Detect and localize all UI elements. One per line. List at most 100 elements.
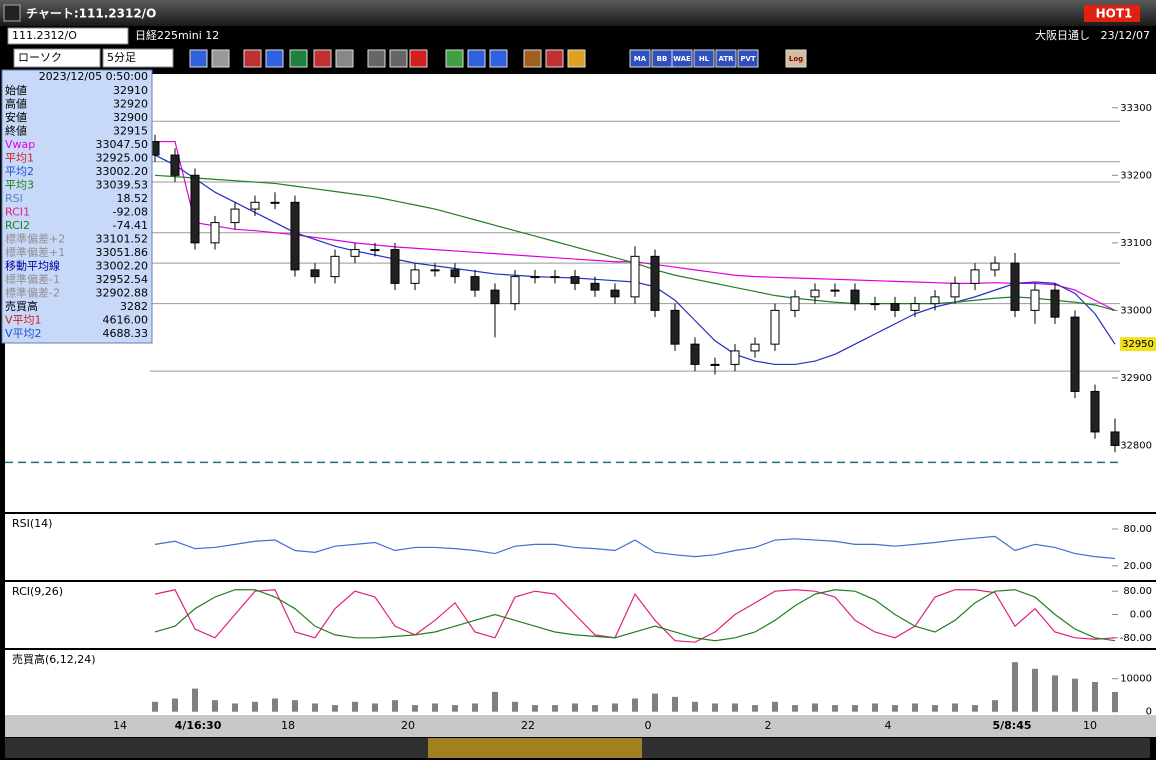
candle-body	[810, 289, 820, 298]
toolbar-icon[interactable]	[389, 49, 408, 68]
volume-bar	[772, 701, 778, 712]
panel-title: RCI(9,26)	[12, 585, 63, 598]
candle-body	[850, 289, 860, 305]
toolbar-icon[interactable]	[545, 49, 564, 68]
toolbar-button[interactable]	[785, 49, 807, 68]
candle-body	[310, 269, 320, 278]
info-value: -74.41	[113, 219, 148, 232]
volume-bar	[432, 703, 438, 712]
chart-type-dropdown[interactable]	[13, 48, 101, 68]
hot-badge[interactable]	[1084, 5, 1140, 22]
toolbar-icon[interactable]	[189, 49, 208, 68]
volume-bar	[752, 705, 758, 712]
info-label: 安値	[5, 110, 27, 124]
info-panel-bg	[1, 69, 153, 344]
volume-bar	[992, 700, 998, 712]
toolbar-icon[interactable]	[313, 49, 332, 68]
info-label: RCI1	[5, 206, 30, 219]
candle-body	[1070, 316, 1080, 392]
toolbar-icon[interactable]	[211, 49, 230, 68]
volume-bar	[572, 703, 578, 712]
y-tick-label: 33300	[1120, 103, 1152, 114]
volume-bar	[292, 700, 298, 712]
info-label: 標準偏差+2	[5, 232, 65, 246]
info-label: RSI	[5, 192, 23, 205]
volume-bar	[652, 693, 658, 712]
candle-body	[390, 249, 400, 284]
info-value: 32920	[113, 98, 148, 111]
toolbar-icon[interactable]	[335, 49, 354, 68]
volume-bar	[1012, 662, 1018, 712]
candle-body	[830, 289, 840, 292]
y-tick-label: 33000	[1120, 305, 1152, 316]
toolbar-icon[interactable]	[445, 49, 464, 68]
candle-body	[370, 249, 380, 252]
volume-bar	[952, 703, 958, 712]
volume-bar	[592, 705, 598, 712]
candle-body	[550, 276, 560, 279]
candle-body	[610, 289, 620, 298]
x-tick-label: 2	[765, 719, 772, 732]
volume-bar	[252, 701, 258, 712]
toolbar-button[interactable]	[737, 49, 759, 68]
info-datetime: 2023/12/05 0:50:00	[39, 70, 148, 83]
y-tick-label: 32800	[1120, 440, 1152, 451]
candle-body	[870, 303, 880, 306]
toolbar-button[interactable]	[715, 49, 737, 68]
toolbar-icon[interactable]	[467, 49, 486, 68]
volume-bar	[352, 701, 358, 712]
toolbar-icon[interactable]	[243, 49, 262, 68]
volume-bar	[412, 705, 418, 712]
toolbar-icon[interactable]	[567, 49, 586, 68]
indicator-line	[154, 589, 1116, 643]
candle-body	[530, 276, 540, 279]
toolbar-icon[interactable]	[489, 49, 508, 68]
candle-body	[190, 174, 200, 244]
window-title: チャート:111.2312/O	[26, 7, 156, 21]
candle-body	[330, 255, 340, 278]
candle-body	[710, 363, 720, 366]
volume-bar	[1112, 691, 1118, 712]
candle-body	[650, 255, 660, 311]
info-label: RCI2	[5, 219, 30, 232]
candle-body	[790, 296, 800, 311]
y-tick-label: 20.00	[1123, 561, 1152, 572]
toolbar-icon[interactable]	[289, 49, 308, 68]
volume-bar	[912, 703, 918, 712]
info-label: V平均2	[5, 327, 42, 340]
x-tick-label: 14	[113, 719, 127, 732]
chart-type: ローソク	[18, 51, 62, 64]
volume-bar	[692, 701, 698, 712]
toolbar-icon[interactable]	[523, 49, 542, 68]
toolbar-button[interactable]	[693, 49, 715, 68]
symbol-dropdown[interactable]	[7, 27, 129, 45]
info-value: 33047.50	[96, 138, 149, 151]
toolbar-icon[interactable]	[409, 49, 428, 68]
candle-body	[970, 269, 980, 284]
volume-bar	[392, 700, 398, 712]
volume-bar	[1092, 682, 1098, 712]
toolbar-button[interactable]	[671, 49, 693, 68]
toolbar-button[interactable]	[629, 49, 651, 68]
info-value: -92.08	[113, 206, 148, 219]
candle-body	[630, 255, 640, 298]
volume-bar	[732, 703, 738, 712]
candle-body	[1030, 289, 1040, 311]
toolbar-icon[interactable]	[265, 49, 284, 68]
volume-bar	[472, 703, 478, 712]
indicator-line	[154, 589, 1116, 642]
volume-bar	[1052, 675, 1058, 712]
info-label: 標準偏差-1	[5, 272, 60, 286]
toolbar-button-label: HL	[699, 55, 710, 63]
y-tick-label: 80.00	[1123, 586, 1152, 597]
x-tick-label: 20	[401, 719, 415, 732]
toolbar-icon[interactable]	[367, 49, 386, 68]
candle-body	[750, 343, 760, 352]
candle-body	[490, 289, 500, 305]
y-tick-label: 0	[1146, 707, 1152, 718]
scroll-thumb[interactable]	[428, 738, 642, 758]
volume-bar	[172, 698, 178, 712]
interval-dropdown[interactable]	[102, 48, 174, 68]
toolbar-button-label: WAE	[673, 55, 691, 63]
